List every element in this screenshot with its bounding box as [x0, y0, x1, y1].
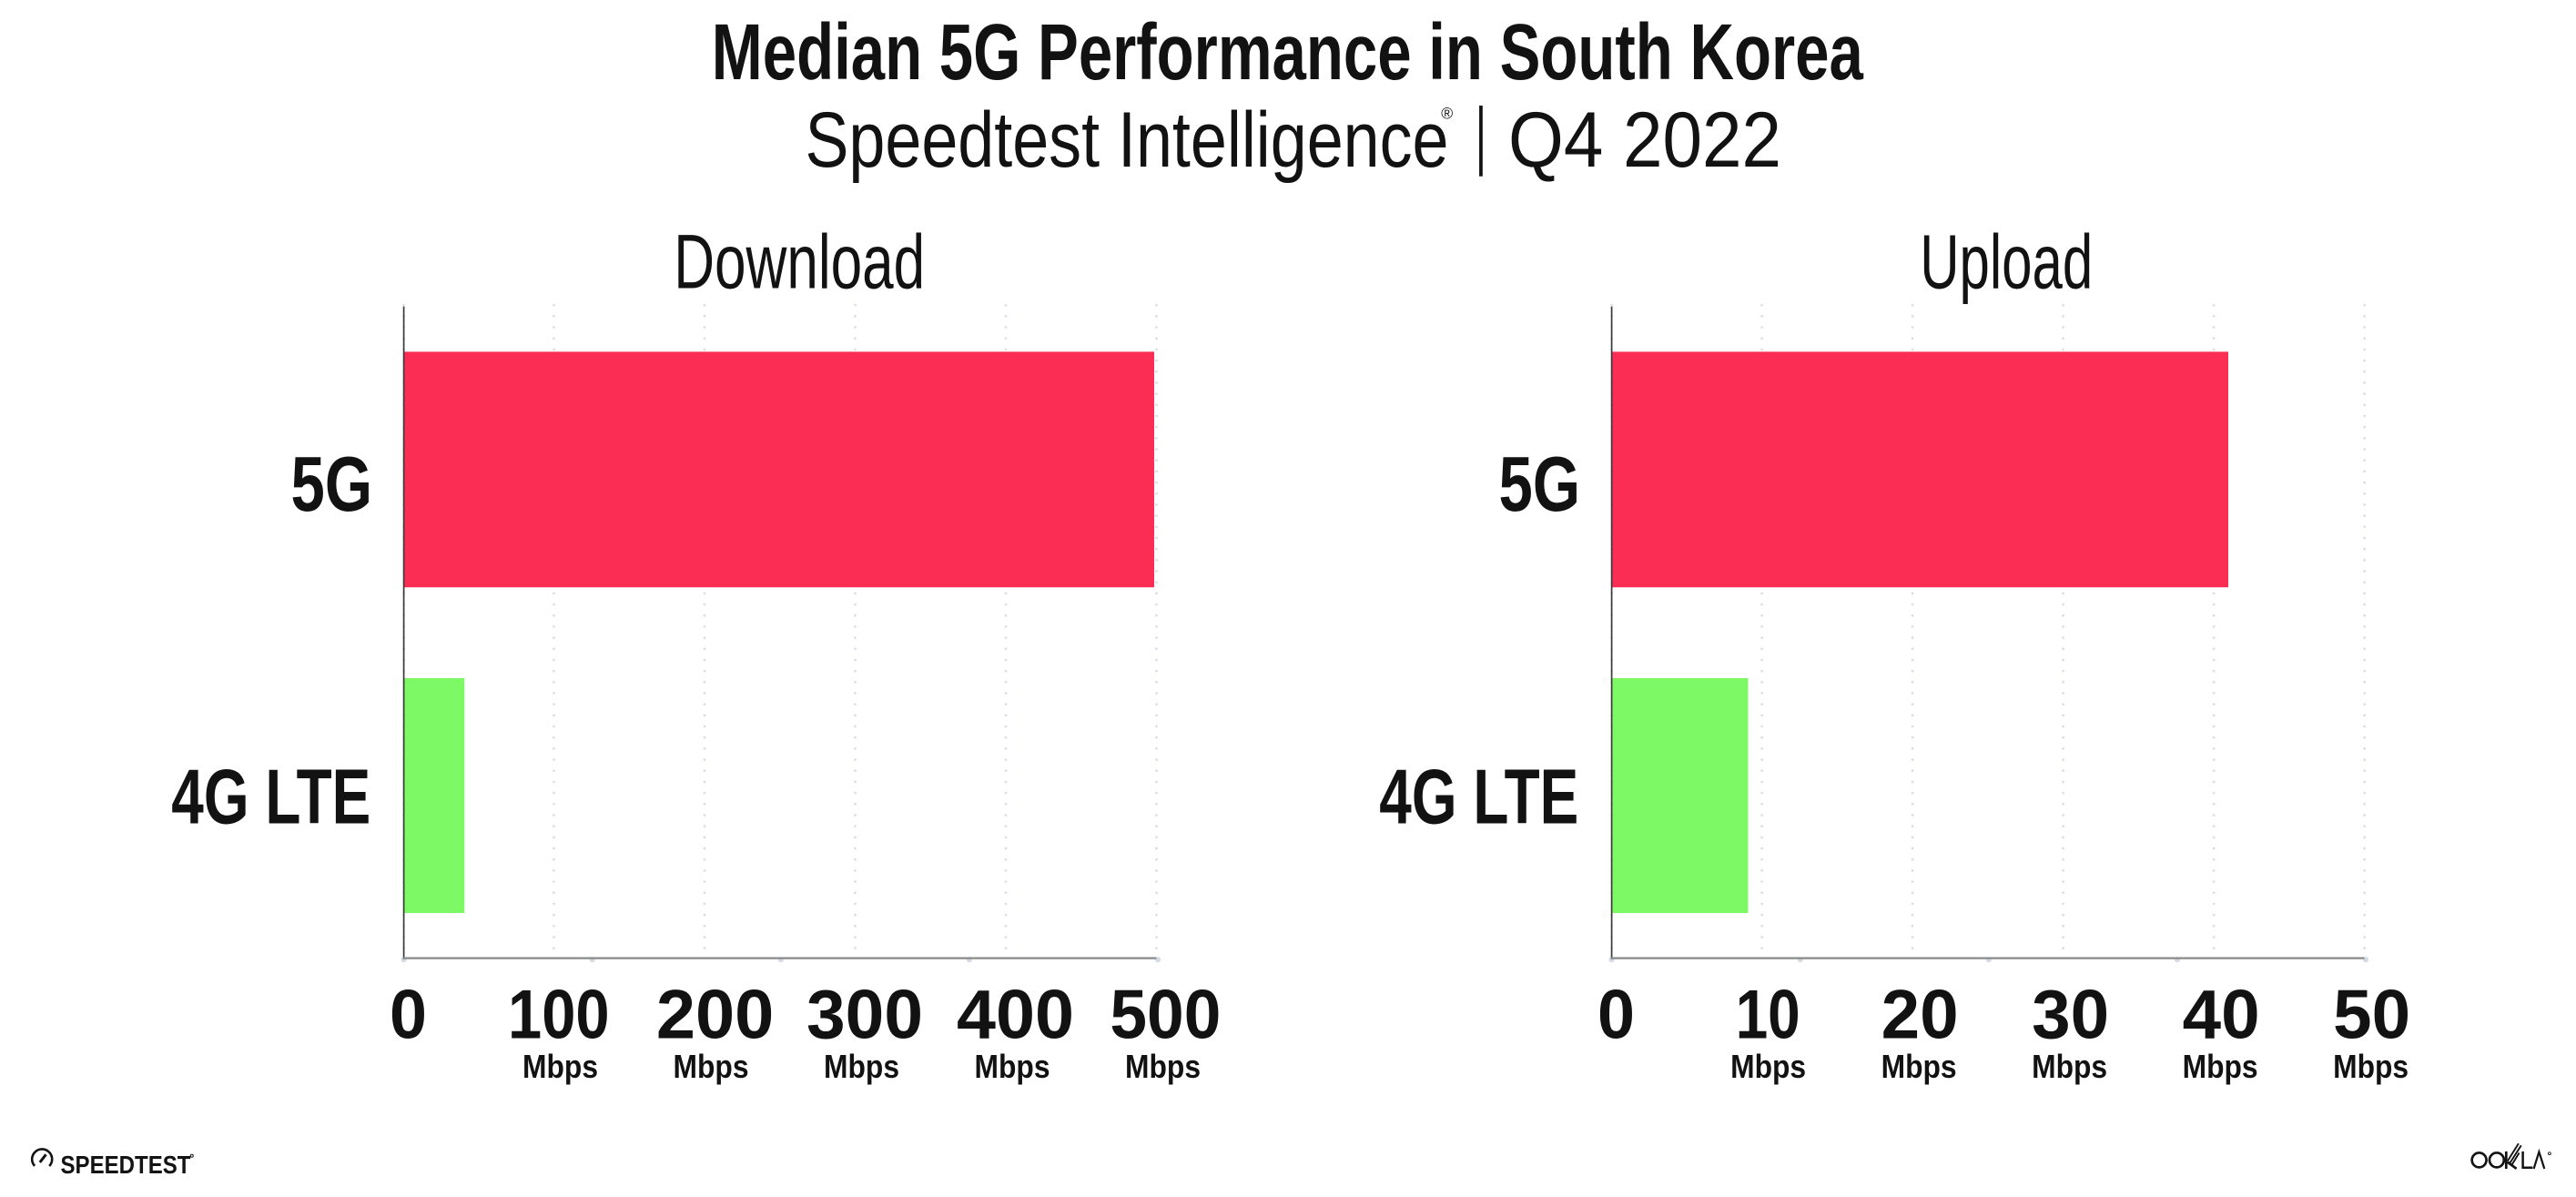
svg-text:Mbps: Mbps: [522, 1048, 598, 1085]
svg-text:Mbps: Mbps: [975, 1048, 1050, 1085]
svg-text:Mbps: Mbps: [1730, 1048, 1806, 1085]
svg-text:Upload: Upload: [1920, 219, 2093, 305]
svg-text:Mbps: Mbps: [1881, 1048, 1957, 1085]
svg-text:Median 5G Performance in South: Median 5G Performance in South Korea: [712, 8, 1863, 96]
svg-text:Mbps: Mbps: [2333, 1048, 2409, 1085]
svg-text:0: 0: [1597, 977, 1635, 1054]
svg-text:500: 500: [1110, 977, 1221, 1054]
svg-text:4G LTE: 4G LTE: [1379, 755, 1578, 841]
svg-text:300: 300: [806, 977, 923, 1054]
svg-text:Download: Download: [674, 219, 925, 305]
svg-text:Mbps: Mbps: [824, 1048, 899, 1085]
svg-text:®: ®: [1441, 105, 1453, 123]
svg-text:200: 200: [656, 977, 775, 1054]
svg-text:10: 10: [1736, 977, 1800, 1054]
svg-text:5G: 5G: [1499, 441, 1581, 528]
svg-text:100: 100: [508, 977, 610, 1054]
svg-text:50: 50: [2333, 977, 2410, 1054]
svg-text:Mbps: Mbps: [1125, 1048, 1201, 1085]
svg-text:0: 0: [390, 977, 427, 1054]
svg-text:Speedtest Intelligence: Speedtest Intelligence: [806, 96, 1449, 184]
svg-text:4G LTE: 4G LTE: [171, 755, 370, 841]
svg-text:Mbps: Mbps: [2032, 1048, 2107, 1085]
svg-text:Mbps: Mbps: [674, 1048, 749, 1085]
svg-text:5G: 5G: [291, 441, 373, 528]
svg-text:Q4 2022: Q4 2022: [1508, 96, 1781, 184]
svg-text:30: 30: [2032, 977, 2109, 1054]
svg-text:40: 40: [2183, 977, 2260, 1054]
svg-text:SPEEDTEST: SPEEDTEST: [61, 1151, 191, 1179]
svg-text:20: 20: [1881, 977, 1959, 1054]
svg-text:400: 400: [957, 977, 1074, 1054]
svg-text:Mbps: Mbps: [2183, 1048, 2258, 1085]
